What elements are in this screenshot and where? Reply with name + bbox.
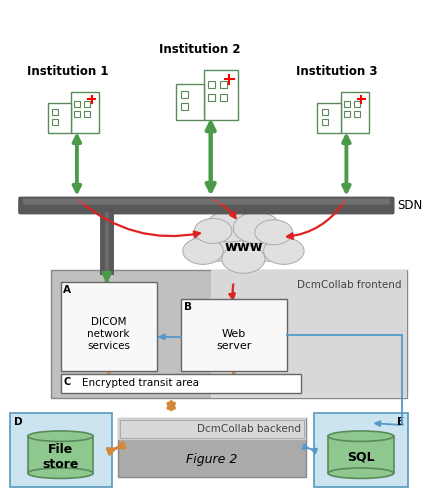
FancyBboxPatch shape	[60, 374, 301, 394]
Text: D: D	[14, 417, 23, 427]
FancyBboxPatch shape	[18, 196, 395, 214]
Text: SQL: SQL	[347, 450, 375, 463]
Ellipse shape	[183, 238, 223, 264]
FancyBboxPatch shape	[220, 94, 227, 101]
FancyBboxPatch shape	[23, 198, 390, 204]
Ellipse shape	[208, 219, 278, 265]
Text: Institution 2: Institution 2	[159, 43, 241, 56]
FancyBboxPatch shape	[211, 270, 407, 398]
FancyBboxPatch shape	[71, 92, 99, 133]
FancyBboxPatch shape	[328, 436, 393, 473]
Ellipse shape	[206, 211, 254, 242]
Text: Institution 1: Institution 1	[27, 65, 109, 78]
FancyBboxPatch shape	[176, 84, 204, 120]
Text: www: www	[224, 240, 263, 254]
FancyBboxPatch shape	[344, 112, 350, 117]
FancyBboxPatch shape	[10, 413, 112, 488]
FancyBboxPatch shape	[181, 103, 188, 110]
FancyBboxPatch shape	[344, 101, 350, 107]
FancyBboxPatch shape	[181, 91, 188, 98]
FancyBboxPatch shape	[74, 112, 80, 117]
FancyBboxPatch shape	[208, 81, 215, 88]
Text: Encrypted transit area: Encrypted transit area	[82, 378, 199, 388]
Ellipse shape	[263, 238, 304, 264]
Ellipse shape	[233, 212, 281, 244]
Ellipse shape	[328, 468, 393, 478]
FancyBboxPatch shape	[354, 101, 360, 107]
FancyBboxPatch shape	[52, 109, 58, 115]
Text: SDN: SDN	[397, 199, 423, 212]
Ellipse shape	[192, 228, 243, 261]
FancyBboxPatch shape	[354, 112, 360, 117]
FancyBboxPatch shape	[208, 94, 215, 101]
FancyBboxPatch shape	[85, 101, 91, 107]
FancyBboxPatch shape	[181, 300, 287, 370]
Text: DcmCollab backend: DcmCollab backend	[197, 424, 301, 434]
FancyBboxPatch shape	[51, 270, 407, 398]
FancyBboxPatch shape	[317, 103, 341, 133]
Ellipse shape	[255, 220, 293, 245]
FancyBboxPatch shape	[204, 70, 238, 120]
FancyBboxPatch shape	[322, 109, 328, 115]
FancyBboxPatch shape	[341, 92, 369, 133]
Text: DICOM
network
services: DICOM network services	[87, 318, 130, 350]
Text: E: E	[397, 417, 404, 427]
Ellipse shape	[222, 245, 265, 273]
Text: File
store: File store	[42, 442, 79, 470]
Ellipse shape	[243, 228, 295, 261]
Text: B: B	[184, 302, 192, 312]
FancyBboxPatch shape	[85, 112, 91, 117]
FancyBboxPatch shape	[60, 282, 157, 370]
Text: A: A	[63, 284, 71, 294]
FancyBboxPatch shape	[74, 101, 80, 107]
FancyBboxPatch shape	[48, 103, 71, 133]
Ellipse shape	[28, 468, 93, 478]
FancyBboxPatch shape	[52, 119, 58, 125]
Text: C: C	[63, 376, 71, 386]
FancyBboxPatch shape	[28, 436, 93, 473]
FancyBboxPatch shape	[322, 119, 328, 125]
Text: DcmCollab frontend: DcmCollab frontend	[297, 280, 401, 289]
Text: Institution 3: Institution 3	[296, 65, 378, 78]
Ellipse shape	[194, 218, 232, 244]
Text: Web
server: Web server	[216, 329, 251, 351]
FancyBboxPatch shape	[120, 420, 304, 438]
Text: Figure 2: Figure 2	[186, 453, 237, 466]
Ellipse shape	[28, 431, 93, 442]
FancyBboxPatch shape	[118, 418, 306, 440]
FancyBboxPatch shape	[314, 413, 408, 488]
FancyBboxPatch shape	[118, 418, 306, 478]
Ellipse shape	[328, 431, 393, 442]
FancyBboxPatch shape	[220, 81, 227, 88]
